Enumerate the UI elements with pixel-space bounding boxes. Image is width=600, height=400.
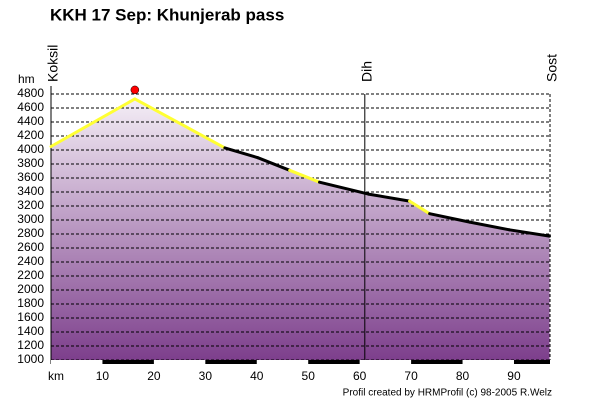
y-tick-label: 2000 [17,282,44,296]
peak-marker [130,85,140,95]
y-tick-label: 3400 [17,184,44,198]
x-tick-label: 10 [96,369,110,383]
x-tick-label: 30 [199,369,213,383]
y-tick-label: 2400 [17,254,44,268]
x-tick-label: 60 [353,369,367,383]
y-tick-label: 2800 [17,226,44,240]
profile-segment [256,156,292,172]
profile-segment [408,199,432,216]
y-tick-label: 1000 [17,352,44,366]
profile-segment [428,212,472,224]
x-tick-label: 90 [507,369,521,383]
profile-segment [468,220,511,232]
y-tick-label: 4800 [17,86,44,100]
x-axis-bar [51,360,550,364]
y-tick-label: 4400 [17,114,44,128]
y-tick-label: 2600 [17,240,44,254]
y-tick-label: 3600 [17,170,44,184]
y-tick-label: 4200 [17,128,44,142]
profile-segment [318,180,370,196]
x-tick-label: 50 [302,369,316,383]
x-axis-band [308,360,360,364]
y-tick-label: 2200 [17,268,44,282]
area [51,98,550,361]
profile-segment [133,97,227,150]
place-label: Sost [544,54,560,82]
y-tick-label: 1200 [17,338,44,352]
y-tick-label: 4600 [17,100,44,114]
y-tick-label: 1600 [17,310,44,324]
x-tick-label: 40 [250,369,264,383]
x-tick-label: 20 [147,369,161,383]
x-axis-band [513,360,550,364]
y-tick-label: 3000 [17,212,44,226]
y-tick-label: 1800 [17,296,44,310]
y-tick-label: 1400 [17,324,44,338]
y-unit: hm [18,72,35,86]
profile-segment [288,168,322,184]
place-label: Koksil [45,45,61,82]
place-label: Dih [359,61,375,82]
y-tick-label: 3800 [17,156,44,170]
x-unit: km [48,369,64,383]
y-tick-label: 3200 [17,198,44,212]
x-axis-band [205,360,257,364]
profile-segment [223,146,260,160]
profile-segment [49,97,137,148]
footer: Profil created by HRMProfil (c) 98-2005 … [343,388,552,399]
y-tick-label: 4000 [17,142,44,156]
profile-segment [507,228,551,238]
chart-title: KKH 17 Sep: Khunjerab pass [50,5,284,24]
x-axis-band [102,360,154,364]
x-tick-label: 70 [404,369,418,383]
x-tick-label: 80 [456,369,470,383]
x-axis-band [411,360,463,364]
profile-segment [366,192,412,203]
